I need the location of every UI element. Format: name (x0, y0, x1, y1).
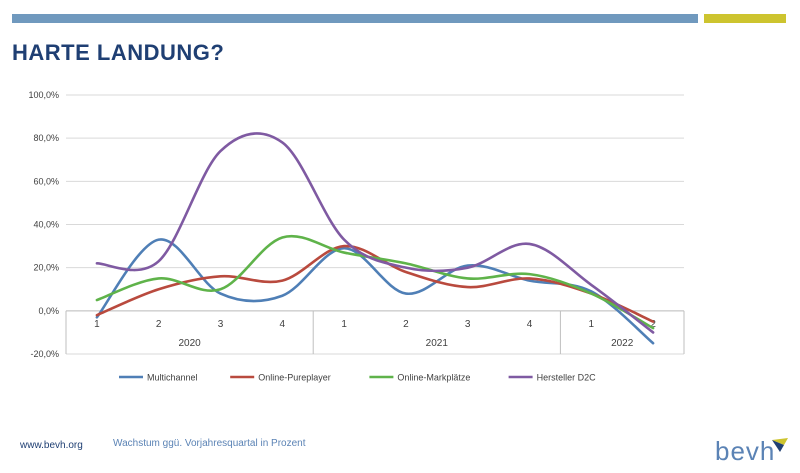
x-tick-label: 2 (403, 319, 409, 330)
bevh-logo: bevh (715, 436, 776, 466)
x-tick-label: 3 (465, 319, 471, 330)
x-tick-label: 1 (94, 319, 100, 330)
y-tick-label: 80,0% (33, 133, 59, 143)
x-tick-label: 2 (156, 319, 162, 330)
y-tick-label: 0,0% (38, 306, 59, 316)
x-tick-label: 1 (341, 319, 347, 330)
legend-label: Multichannel (147, 373, 198, 383)
y-tick-label: 60,0% (33, 176, 59, 186)
legend-label: Online-Pureplayer (258, 373, 331, 383)
x-tick-label: 4 (280, 319, 286, 330)
y-tick-label: 40,0% (33, 220, 59, 230)
series-line-hersteller-d2c (95, 132, 655, 334)
year-label: 2021 (426, 338, 449, 349)
legend-label: Hersteller D2C (537, 373, 597, 383)
y-tick-label: 100,0% (28, 90, 59, 100)
legend-label: Online-Markplätze (397, 373, 470, 383)
year-label: 2020 (178, 338, 201, 349)
logo-mark-icon (772, 438, 788, 452)
y-tick-label: -20,0% (30, 349, 59, 359)
footer-url[interactable]: www.bevh.org (20, 440, 83, 451)
x-tick-label: 1 (589, 319, 595, 330)
header-bar-blue (12, 14, 698, 23)
slide-title: HARTE LANDUNG? (12, 40, 225, 65)
footer-note: Wachstum ggü. Vorjahresquartal in Prozen… (113, 438, 306, 449)
header-bar-yellow (704, 14, 786, 23)
x-tick-label: 4 (527, 319, 533, 330)
x-tick-label: 2 (650, 319, 656, 330)
year-label: 2022 (611, 338, 634, 349)
x-tick-label: 3 (218, 319, 224, 330)
y-tick-label: 20,0% (33, 263, 59, 273)
